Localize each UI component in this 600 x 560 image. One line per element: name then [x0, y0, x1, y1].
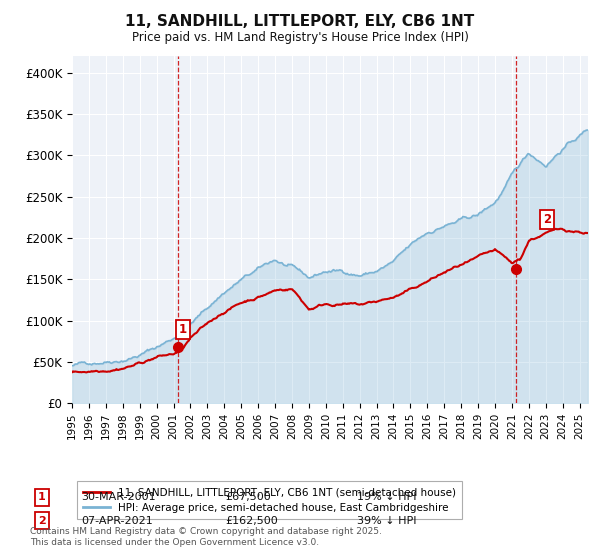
Text: 19% ↓ HPI: 19% ↓ HPI	[357, 492, 416, 502]
Text: 07-APR-2021: 07-APR-2021	[81, 516, 153, 526]
Text: 39% ↓ HPI: 39% ↓ HPI	[357, 516, 416, 526]
Text: Contains HM Land Registry data © Crown copyright and database right 2025.
This d: Contains HM Land Registry data © Crown c…	[30, 527, 382, 547]
Text: 30-MAR-2001: 30-MAR-2001	[81, 492, 155, 502]
Text: Price paid vs. HM Land Registry's House Price Index (HPI): Price paid vs. HM Land Registry's House …	[131, 31, 469, 44]
Text: 11, SANDHILL, LITTLEPORT, ELY, CB6 1NT: 11, SANDHILL, LITTLEPORT, ELY, CB6 1NT	[125, 14, 475, 29]
Legend: 11, SANDHILL, LITTLEPORT, ELY, CB6 1NT (semi-detached house), HPI: Average price: 11, SANDHILL, LITTLEPORT, ELY, CB6 1NT (…	[77, 482, 462, 519]
Text: 2: 2	[38, 516, 46, 526]
Text: 1: 1	[38, 492, 46, 502]
Text: £67,500: £67,500	[225, 492, 271, 502]
Text: 2: 2	[543, 213, 551, 226]
Text: £162,500: £162,500	[225, 516, 278, 526]
Text: 1: 1	[179, 323, 187, 335]
